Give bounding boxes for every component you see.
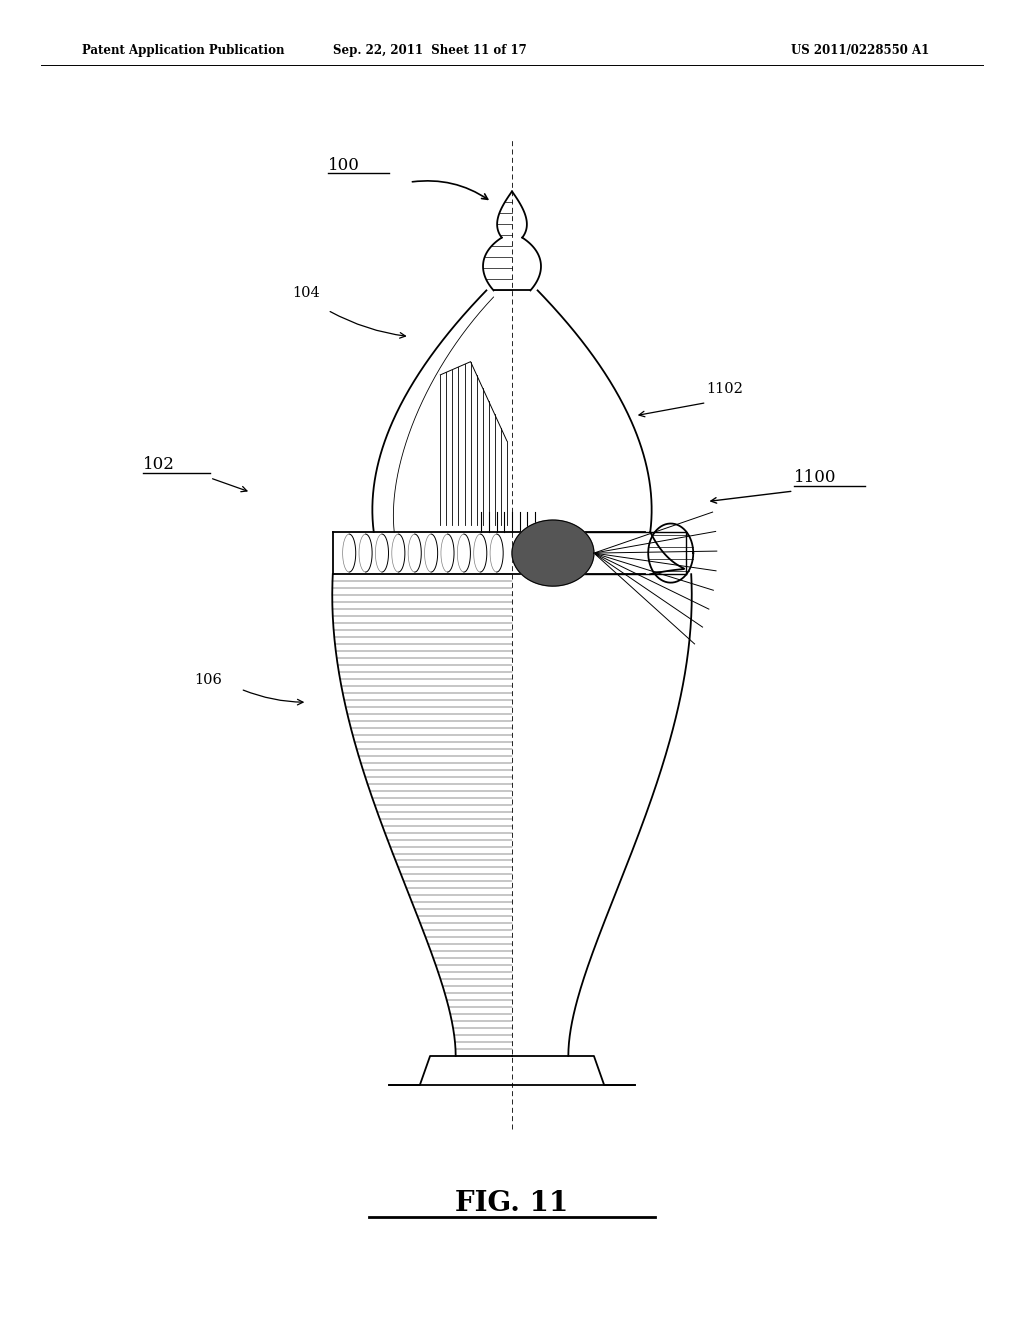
- Text: 106: 106: [195, 673, 222, 686]
- Polygon shape: [512, 520, 594, 586]
- Text: 100: 100: [328, 157, 359, 173]
- Text: 104: 104: [292, 286, 319, 300]
- Text: Patent Application Publication: Patent Application Publication: [82, 44, 285, 57]
- Text: Sep. 22, 2011  Sheet 11 of 17: Sep. 22, 2011 Sheet 11 of 17: [333, 44, 527, 57]
- Text: 1102: 1102: [707, 383, 743, 396]
- Text: 1100: 1100: [794, 470, 837, 486]
- Text: 102: 102: [143, 457, 175, 473]
- Text: US 2011/0228550 A1: US 2011/0228550 A1: [791, 44, 930, 57]
- Text: FIG. 11: FIG. 11: [456, 1191, 568, 1217]
